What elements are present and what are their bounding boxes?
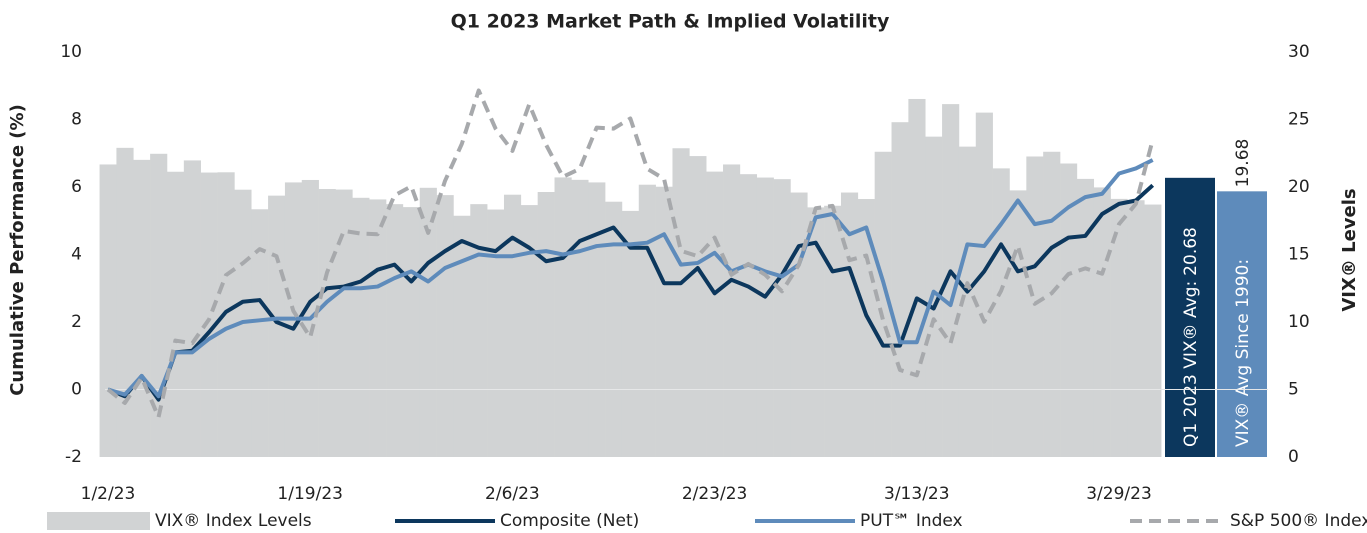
vix-bar xyxy=(436,195,454,457)
average-label: VIX® Avg Since 1990: xyxy=(1233,259,1253,447)
y-tick-label: 6 xyxy=(71,177,82,197)
y-tick-label: 4 xyxy=(71,245,82,265)
vix-bar xyxy=(874,151,892,457)
y2-tick-label: 0 xyxy=(1288,447,1299,467)
vix-bar xyxy=(958,146,977,457)
vix-bar xyxy=(251,209,269,457)
vix-bar xyxy=(487,209,505,457)
series-line xyxy=(107,158,1154,399)
vix-bar xyxy=(1093,187,1111,457)
vix-bar xyxy=(1009,190,1027,457)
average-value: 19.68 xyxy=(1233,139,1253,188)
vix-bar xyxy=(453,215,471,457)
vix-bar xyxy=(470,204,488,457)
x-tick-label: 3/13/23 xyxy=(884,484,950,504)
vix-bar xyxy=(200,172,218,457)
legend-label: VIX® Index Levels xyxy=(155,511,312,531)
x-tick-label: 2/6/23 xyxy=(485,484,540,504)
vix-bar xyxy=(605,201,623,457)
vix-bar xyxy=(268,195,286,457)
line-layer xyxy=(106,88,1155,420)
legend-swatch xyxy=(47,512,150,530)
y-tick-label: 8 xyxy=(71,110,82,130)
vix-bar xyxy=(655,186,673,458)
y-tick-label: 10 xyxy=(60,42,82,62)
vix-bar xyxy=(773,179,791,458)
vix-bar xyxy=(756,177,774,458)
vix-bar xyxy=(571,179,589,457)
vix-bar xyxy=(99,164,117,457)
x-tick-label: 1/2/23 xyxy=(81,484,136,504)
vix-bar xyxy=(1026,156,1044,458)
average-bar xyxy=(1217,191,1267,457)
vix-bar xyxy=(723,164,741,457)
y2-tick-label: 15 xyxy=(1288,245,1310,265)
vix-bar xyxy=(554,177,572,458)
y2-axis-title: VIX® Levels xyxy=(1339,188,1360,311)
vix-bar xyxy=(1127,200,1145,458)
average-label: Q1 2023 VIX® Avg: 20.68 xyxy=(1181,227,1201,447)
vix-bar xyxy=(621,210,640,457)
vix-bar xyxy=(908,98,926,457)
y-tick-label: 0 xyxy=(71,380,82,400)
vix-bar xyxy=(689,156,707,457)
bar-layer xyxy=(99,98,1162,458)
vix-bar xyxy=(318,189,336,457)
y2-tick-label: 25 xyxy=(1288,110,1310,130)
vix-bar xyxy=(857,199,875,457)
y2-tick-label: 10 xyxy=(1288,312,1310,332)
vix-bar xyxy=(588,182,606,457)
vix-bar xyxy=(503,194,522,457)
vix-bar xyxy=(116,147,134,457)
series-line xyxy=(107,183,1155,402)
chart-title: Q1 2023 Market Path & Implied Volatility xyxy=(451,11,890,33)
vix-bar xyxy=(891,122,909,457)
vix-bar xyxy=(537,191,555,457)
legend-label: Composite (Net) xyxy=(500,511,639,531)
x-tick-label: 3/29/23 xyxy=(1086,484,1152,504)
series-line xyxy=(106,88,1155,420)
vix-bar xyxy=(807,207,825,457)
vix-bar xyxy=(638,184,656,457)
vix-bar xyxy=(1144,204,1162,457)
vix-bar xyxy=(739,174,758,458)
y-tick-label: -2 xyxy=(65,447,82,467)
average-name: Q1 2023 VIX® Avg: xyxy=(1181,281,1201,447)
vix-bar xyxy=(824,205,842,457)
vix-bar xyxy=(992,168,1010,457)
vix-bar xyxy=(942,104,960,458)
average-name: VIX® Avg Since 1990: xyxy=(1233,259,1253,447)
y-axis-title: Cumulative Performance (%) xyxy=(7,104,28,396)
average-value: 20.68 xyxy=(1181,227,1201,276)
vix-bar xyxy=(386,204,404,457)
vix-bar xyxy=(1110,198,1128,457)
average-bar xyxy=(1165,177,1215,457)
vix-bar xyxy=(369,199,387,458)
y2-tick-label: 30 xyxy=(1288,42,1310,62)
vix-bar xyxy=(352,197,370,458)
vix-bar xyxy=(133,159,151,458)
x-tick-label: 1/19/23 xyxy=(277,484,343,504)
vix-bar xyxy=(520,205,538,457)
y2-tick-label: 20 xyxy=(1288,177,1310,197)
vix-bar xyxy=(1043,151,1061,457)
y-tick-label: 2 xyxy=(71,312,82,332)
legend-label: S&P 500® Index xyxy=(1230,511,1367,531)
vix-bar xyxy=(183,160,201,457)
vix-bar xyxy=(1076,178,1095,457)
vix-bar xyxy=(975,112,993,458)
vix-bar xyxy=(335,189,353,457)
y2-tick-label: 5 xyxy=(1288,380,1299,400)
legend-label: PUT℠ Index xyxy=(860,511,963,531)
vix-bar xyxy=(166,171,185,457)
vix-bar xyxy=(706,171,724,458)
vix-bar xyxy=(672,148,690,457)
vix-bar xyxy=(790,192,808,457)
vix-bar xyxy=(402,207,421,457)
x-tick-label: 2/23/23 xyxy=(682,484,748,504)
